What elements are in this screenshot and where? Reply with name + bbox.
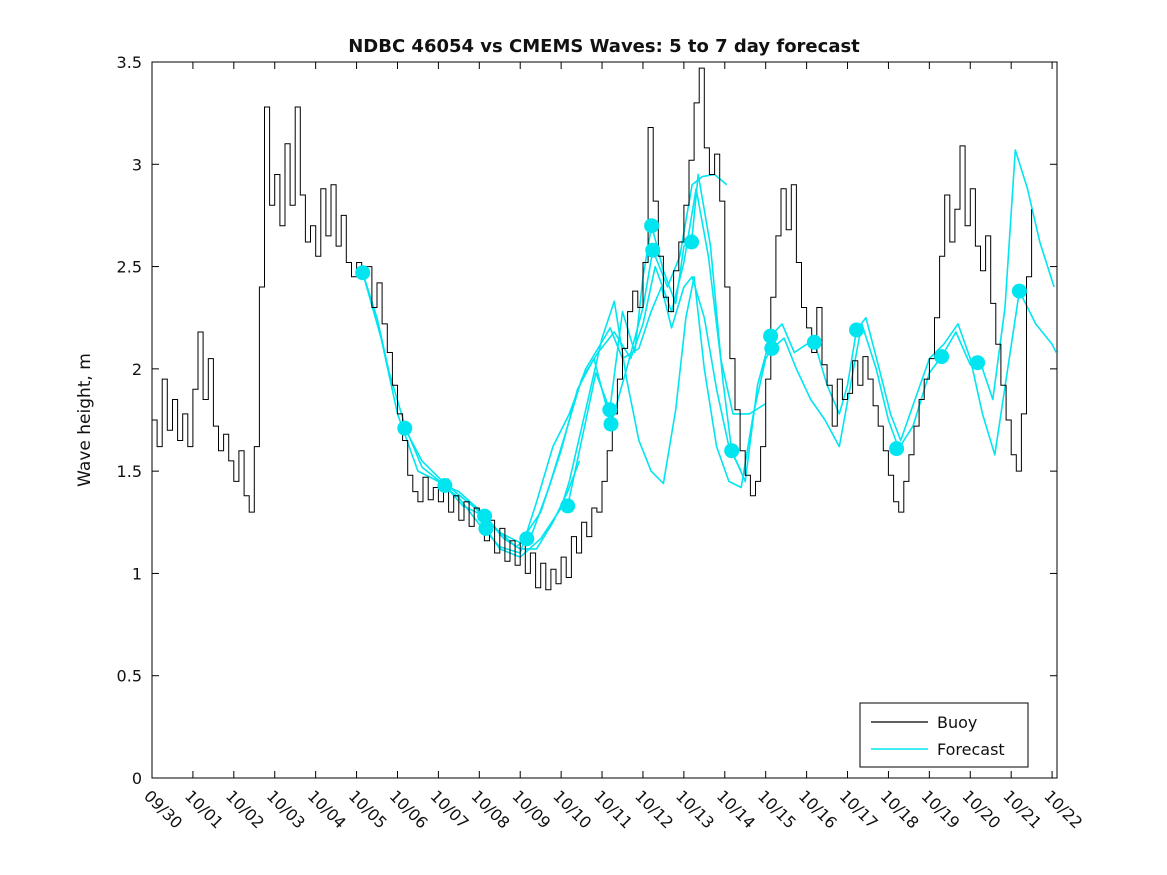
x-tick-label: 10/21 xyxy=(999,786,1045,832)
x-tick-label: 10/11 xyxy=(590,786,636,832)
forecast-dot xyxy=(645,242,661,258)
x-tick-label: 10/04 xyxy=(304,786,350,832)
forecast-run-1 xyxy=(361,272,581,550)
x-tick-label: 10/17 xyxy=(836,786,882,832)
forecast-dot xyxy=(602,402,618,418)
forecast-dot xyxy=(849,322,864,338)
forecast-run-4 xyxy=(444,173,728,544)
buoy-series xyxy=(152,67,1033,591)
forecast-series xyxy=(361,149,1057,558)
forecast-dot xyxy=(684,234,700,250)
buoy-line xyxy=(152,67,1033,591)
legend-box xyxy=(859,702,1029,768)
forecast-dot xyxy=(1011,283,1027,299)
forecast-dot xyxy=(603,416,619,432)
y-tick-label: 0 xyxy=(132,769,142,788)
forecast-dot xyxy=(764,340,780,356)
x-tick-label: 10/14 xyxy=(713,786,759,832)
legend: Buoy Forecast xyxy=(859,702,1029,768)
x-tick-label: 10/07 xyxy=(427,786,473,832)
forecast-dot xyxy=(806,334,822,350)
forecast-dot xyxy=(519,531,535,547)
x-tick-label: 10/09 xyxy=(508,786,554,832)
axes-box xyxy=(151,61,1058,779)
x-tick-label: 10/02 xyxy=(222,786,268,832)
forecast-dot xyxy=(763,328,779,344)
forecast-dot xyxy=(724,443,740,459)
forecast-dot xyxy=(970,355,986,371)
forecast-dot xyxy=(560,498,576,514)
x-tick-label: 10/05 xyxy=(345,786,391,832)
forecast-run-2 xyxy=(361,272,742,554)
forecast-dot xyxy=(397,420,413,436)
x-tick-label: 10/08 xyxy=(467,786,513,832)
legend-forecast-label: Forecast xyxy=(937,740,1005,759)
forecast-run-3 xyxy=(404,188,767,548)
y-tick-label: 3 xyxy=(132,155,142,174)
forecast-dot xyxy=(437,478,453,493)
y-tick-label: 2.5 xyxy=(117,258,142,277)
x-tick-label: 10/06 xyxy=(386,786,432,832)
forecast-dot xyxy=(355,265,371,281)
y-tick-label: 1.5 xyxy=(117,462,142,481)
x-tick-label: 10/16 xyxy=(795,786,841,832)
x-tick-label: 10/13 xyxy=(672,786,718,832)
x-tick-label: 09/30 xyxy=(140,786,186,832)
x-tick-label: 10/20 xyxy=(958,786,1004,832)
y-tick-label: 1 xyxy=(132,564,142,583)
x-tick-label: 10/22 xyxy=(1040,786,1086,832)
legend-buoy-label: Buoy xyxy=(937,713,977,732)
chart-title: NDBC 46054 vs CMEMS Waves: 5 to 7 day fo… xyxy=(348,36,860,57)
x-tick-label: 10/03 xyxy=(263,786,309,832)
forecast-dot xyxy=(934,349,950,365)
x-tick-label: 10/10 xyxy=(549,786,595,832)
y-axis-label: Wave height, m xyxy=(75,353,95,487)
y-tick-label: 2 xyxy=(132,360,142,379)
x-tick-label: 10/01 xyxy=(181,786,227,832)
forecast-dot xyxy=(478,520,494,536)
x-tick-label: 10/18 xyxy=(877,786,923,832)
forecast-dot xyxy=(889,441,905,457)
y-tick-label: 3.5 xyxy=(117,53,142,72)
plot-frame xyxy=(151,61,1058,779)
x-tick-label: 10/12 xyxy=(631,786,677,832)
x-tick-label: 10/15 xyxy=(754,786,800,832)
forecast-dot xyxy=(644,218,660,234)
forecast-dot xyxy=(477,508,493,524)
x-tick-label: 10/19 xyxy=(918,786,964,832)
forecast-markers xyxy=(355,218,1027,547)
y-axis: 0 0.5 1 1.5 2 2.5 3 3.5 xyxy=(117,53,1057,788)
y-tick-label: 0.5 xyxy=(117,667,142,686)
